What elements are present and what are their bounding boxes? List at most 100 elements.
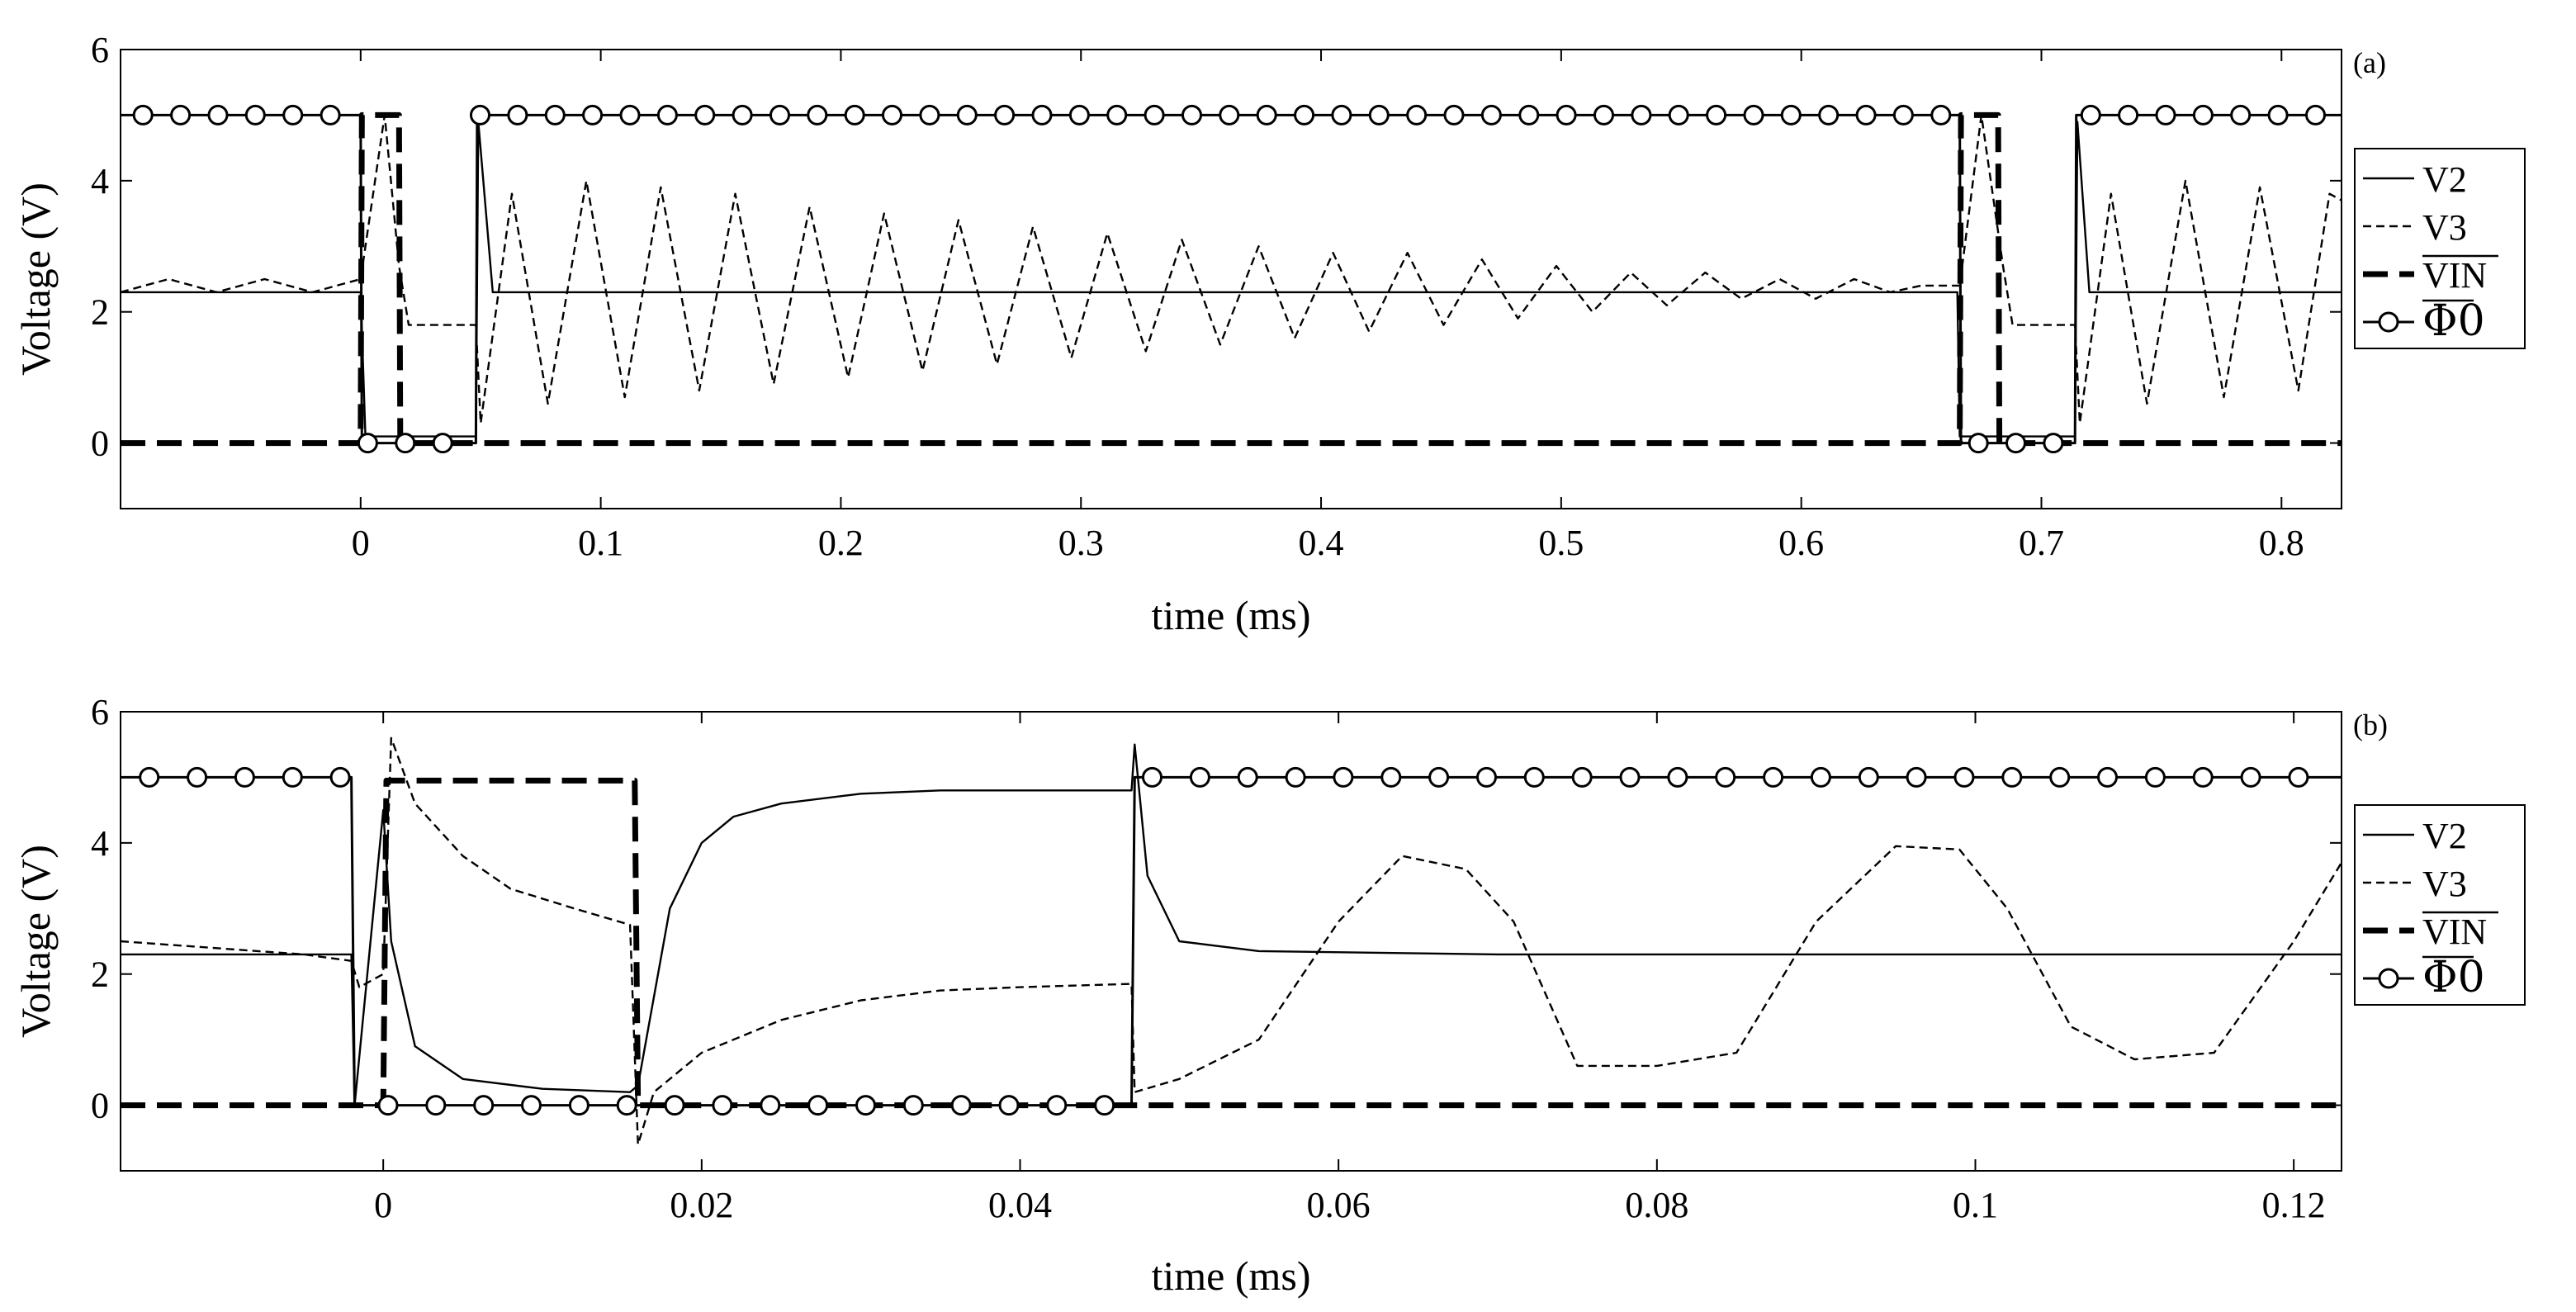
- phi0-marker-b: [2097, 766, 2118, 788]
- phi0-marker-a: [1144, 104, 1165, 126]
- y-tick-label-a: 6: [91, 30, 109, 70]
- phi0-marker-a: [844, 104, 865, 126]
- legend-marker-phi0-a: [2378, 311, 2399, 333]
- phi0-marker-a: [1593, 104, 1614, 126]
- series-group-b: [121, 737, 2342, 1146]
- y-axis-label-b: Voltage (V): [12, 845, 59, 1038]
- y-tick-label-a: 2: [91, 292, 109, 333]
- phi0-marker-a: [1181, 104, 1202, 126]
- x-tick-label-a: 0.5: [1538, 523, 1584, 563]
- phi0-marker-a: [1743, 104, 1764, 126]
- phi0-marker-b: [1380, 766, 1402, 788]
- phi0-marker-a: [2155, 104, 2176, 126]
- phi0-marker-b: [855, 1095, 876, 1116]
- plot-frame-a: [120, 49, 2342, 509]
- x-tick-label-a: 0.2: [818, 523, 864, 563]
- phi0-marker-b: [807, 1095, 829, 1116]
- phi0-marker-a: [1031, 104, 1053, 126]
- phi0-marker-a: [1106, 104, 1128, 126]
- phi0-marker-a: [919, 104, 940, 126]
- plot-frame-b: [120, 711, 2342, 1172]
- phi0-marker-b: [1142, 766, 1163, 788]
- phi0-marker-b: [760, 1095, 781, 1116]
- phi0-marker-a: [1219, 104, 1240, 126]
- phi0-marker-a: [1780, 104, 1802, 126]
- phi0-marker-a: [357, 433, 378, 454]
- panel-label-a: (a): [2353, 46, 2386, 79]
- legend-label-v3-a: V3: [2422, 207, 2467, 248]
- phi0-marker-a: [320, 104, 341, 126]
- panel-label-b: (b): [2353, 708, 2388, 741]
- axis-ticks-a: 0 0.1 0.2 0.3 0.4 0.5 0.6 0.7 0.8 0 2 4 6: [91, 30, 2342, 563]
- phi0-marker-a: [732, 104, 753, 126]
- phi0-marker-b: [1810, 766, 1831, 788]
- phi0-marker-b: [1571, 766, 1593, 788]
- phi0-marker-b: [950, 1095, 972, 1116]
- phi0-marker-b: [2192, 766, 2214, 788]
- phi0-marker-a: [1406, 104, 1428, 126]
- series-0-line-a: [121, 113, 2342, 445]
- phi0-marker-a: [1556, 104, 1577, 126]
- phi0-marker-b: [1285, 766, 1306, 788]
- y-tick-label-b: 0: [91, 1086, 109, 1126]
- phi0-marker-a: [1368, 104, 1390, 126]
- y-tick-label-b: 4: [91, 823, 109, 864]
- phi0-marker-a: [2267, 104, 2289, 126]
- series-group-a: [121, 104, 2342, 454]
- phi0-marker-b: [521, 1095, 542, 1116]
- phi0-marker-a: [807, 104, 828, 126]
- legend-label-0-a: Φ0: [2422, 296, 2485, 346]
- phi0-marker-b: [1333, 766, 1354, 788]
- x-tick-label-b: 0.02: [670, 1185, 733, 1225]
- phi0-marker-a: [2230, 104, 2252, 126]
- phi0-marker-a: [882, 104, 902, 126]
- legend-label-vin-b: VIN: [2422, 912, 2487, 952]
- phi0-marker-b: [329, 766, 351, 788]
- phi0-marker-a: [2305, 104, 2326, 126]
- series-v3-line-a: [121, 114, 2342, 424]
- x-tick-label-a: 0.4: [1299, 523, 1344, 563]
- legend-label-v2-b: V2: [2422, 816, 2467, 856]
- phi0-marker-a: [244, 104, 266, 126]
- phi0-marker-b: [1667, 766, 1688, 788]
- phi0-marker-a: [395, 433, 416, 454]
- phi0-marker-a: [1256, 104, 1277, 126]
- phi0-marker-a: [1294, 104, 1315, 126]
- phi0-marker-b: [1237, 766, 1258, 788]
- phi0-marker-a: [1518, 104, 1540, 126]
- legend-label-vin-a: VIN: [2422, 255, 2487, 296]
- phi0-marker-b: [2288, 766, 2309, 788]
- series-v2-line-b: [121, 743, 2342, 1106]
- phi0-marker-a: [582, 104, 604, 126]
- phi0-marker-b: [1428, 766, 1450, 788]
- phi0-marker-a: [132, 104, 154, 126]
- x-tick-label-a: 0.7: [2019, 523, 2064, 563]
- x-tick-label-b: 0.08: [1625, 1185, 1688, 1225]
- phi0-marker-b: [473, 1095, 495, 1116]
- phi0-marker-a: [432, 433, 453, 454]
- phi0-marker-a: [1631, 104, 1652, 126]
- phi0-marker-a: [1930, 104, 1952, 126]
- phi0-marker-b: [377, 1095, 399, 1116]
- legend-marker-phi0-b: [2378, 968, 2399, 989]
- phi0-marker-b: [2240, 766, 2261, 788]
- phi0-marker-a: [1443, 104, 1465, 126]
- x-tick-label-b: 0.04: [988, 1185, 1052, 1225]
- x-tick-label-b: 0: [374, 1185, 392, 1225]
- phi0-marker-a: [1668, 104, 1689, 126]
- phi0-marker-a: [1331, 104, 1352, 126]
- phi0-marker-b: [1858, 766, 1879, 788]
- phi0-marker-a: [2192, 104, 2214, 126]
- x-tick-label-a: 0.1: [578, 523, 623, 563]
- phi0-marker-a: [470, 104, 490, 126]
- phi0-marker-a: [694, 104, 716, 126]
- phi0-marker-b: [616, 1095, 637, 1116]
- subplot-a: 0 0.1 0.2 0.3 0.4 0.5 0.6 0.7 0.8 0 2 4 6 (a) time (…: [12, 30, 2526, 638]
- series-vin-line-b: [121, 777, 2342, 1109]
- legend-label-v2-a: V2: [2422, 159, 2467, 200]
- y-tick-label-b: 6: [91, 692, 109, 732]
- phi0-marker-a: [2043, 433, 2064, 454]
- plot-area-b: [121, 712, 2342, 1171]
- phi0-marker-a: [1480, 104, 1502, 126]
